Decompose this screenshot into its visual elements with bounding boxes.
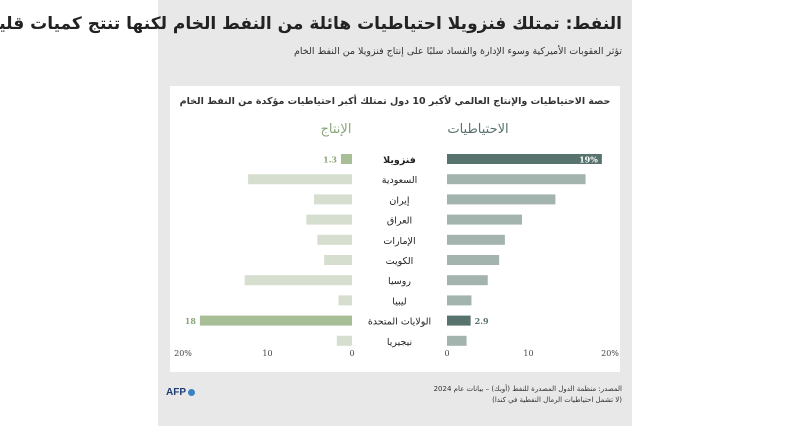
production-data-label: 18 [185, 316, 197, 326]
category-label: الكويت [386, 256, 414, 267]
reserves-bar [447, 255, 500, 265]
production-series-label: الإنتاج [321, 122, 352, 137]
production-bar [341, 154, 352, 164]
afp-logo: AFP [166, 387, 195, 398]
reserves-bar [447, 335, 467, 346]
chart-title: حصة الاحتياطيات والإنتاج العالمي لأكبر 1… [179, 96, 611, 107]
reserves-bar [447, 275, 488, 286]
category-label: إيران [389, 195, 410, 206]
production-bar [199, 315, 352, 326]
source-line-2: (لا تشمل احتياطيات الرمال النفطية في كند… [492, 396, 622, 404]
reserves-data-label: 2.9 [475, 316, 489, 326]
reserves-bar [447, 214, 522, 225]
axis-tick-label: 0 [349, 349, 354, 358]
production-bar [336, 335, 352, 346]
axis-tick-label: 10 [523, 349, 533, 358]
production-bar [248, 174, 352, 185]
source-line-1: المصدر: منظمة الدول المصدرة للنفط (أوبك)… [433, 385, 622, 393]
category-label: السعودية [382, 175, 417, 186]
category-label: ليبيا [392, 296, 406, 307]
category-label: الولايات المتحدة [368, 317, 431, 328]
axis-tick-label: 10 [262, 349, 272, 358]
reserves-data-label: 19% [579, 155, 598, 165]
production-bar [306, 214, 352, 225]
production-bar [324, 255, 352, 265]
infographic-panel: النفط: تمتلك فنزويلا احتياطيات هائلة من … [0, 0, 632, 426]
axis-tick-label: 20% [601, 349, 619, 358]
reserves-bar [447, 315, 471, 326]
category-label: روسيا [388, 276, 411, 287]
production-bar [244, 275, 352, 286]
reserves-bar [447, 174, 586, 185]
source-note: المصدر: منظمة الدول المصدرة للنفط (أوبك)… [434, 384, 622, 406]
axis-tick-label: 0 [444, 349, 449, 358]
chart-card: حصة الاحتياطيات والإنتاج العالمي لأكبر 1… [170, 86, 620, 372]
axis-tick-label: 20% [174, 349, 192, 358]
category-label: العراق [387, 216, 412, 227]
subheadline: تؤثر العقوبات الأميركية وسوء الإدارة وال… [294, 46, 622, 57]
reserves-bar [447, 234, 505, 245]
logo-dot-icon [188, 389, 195, 396]
reserves-bar [447, 295, 472, 306]
production-data-label: 1.3 [323, 155, 337, 165]
production-bar [338, 295, 352, 306]
reserves-series-label: الاحتياطيات [447, 122, 508, 137]
butterfly-bar-chart: الاحتياطيات الإنتاج فنزويلا 19% 1.3 السعودية إ… [174, 122, 619, 358]
reserves-bar [447, 194, 556, 205]
logo-text: AFP [166, 387, 186, 398]
production-bar [317, 234, 352, 245]
category-label: نيجيريا [387, 337, 412, 348]
reserves-bar [447, 154, 602, 164]
headline: النفط: تمتلك فنزويلا احتياطيات هائلة من … [0, 14, 622, 34]
category-label: فنزويلا [383, 155, 416, 166]
production-bar [313, 194, 352, 205]
category-label: الإمارات [383, 236, 415, 247]
